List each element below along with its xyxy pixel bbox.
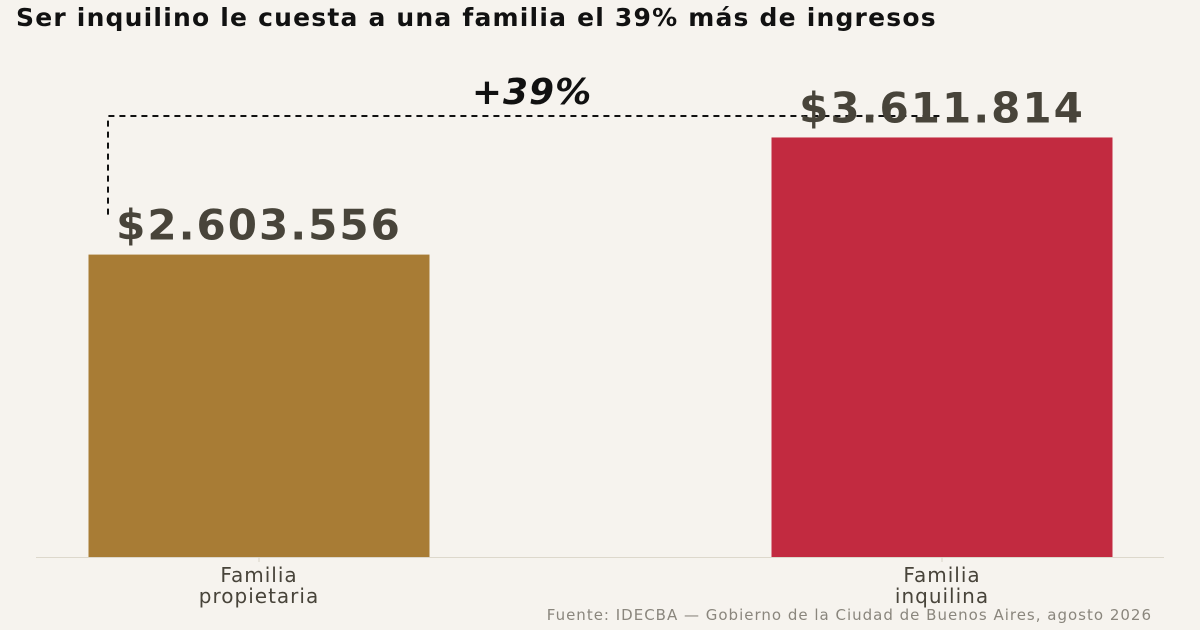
difference-bracket [107,115,942,215]
x-tick-label-inquilina-line1: Familia [903,563,980,587]
x-tick-label-propietaria-line1: Familia [220,563,297,587]
difference-annotation: +39% [472,72,592,113]
x-tick-label-inquilina-line2: inquilina [895,584,989,608]
bars-layer [88,137,1113,557]
x-tick-label-propietaria-line2: propietaria [199,584,319,608]
value-label-inquilina: $3.611.814 [799,83,1085,132]
bar-inquilina [771,137,1113,557]
bracket-layer: +39% [107,72,942,215]
chart-title: Ser inquilino le cuesta a una familia el… [16,3,937,32]
source-note: Fuente: IDECBA — Gobierno de la Ciudad d… [547,606,1152,624]
bar-propietaria [88,254,430,557]
value-label-propietaria: $2.603.556 [116,201,402,250]
labels-layer: $2.603.556 $3.611.814 [116,83,1085,250]
